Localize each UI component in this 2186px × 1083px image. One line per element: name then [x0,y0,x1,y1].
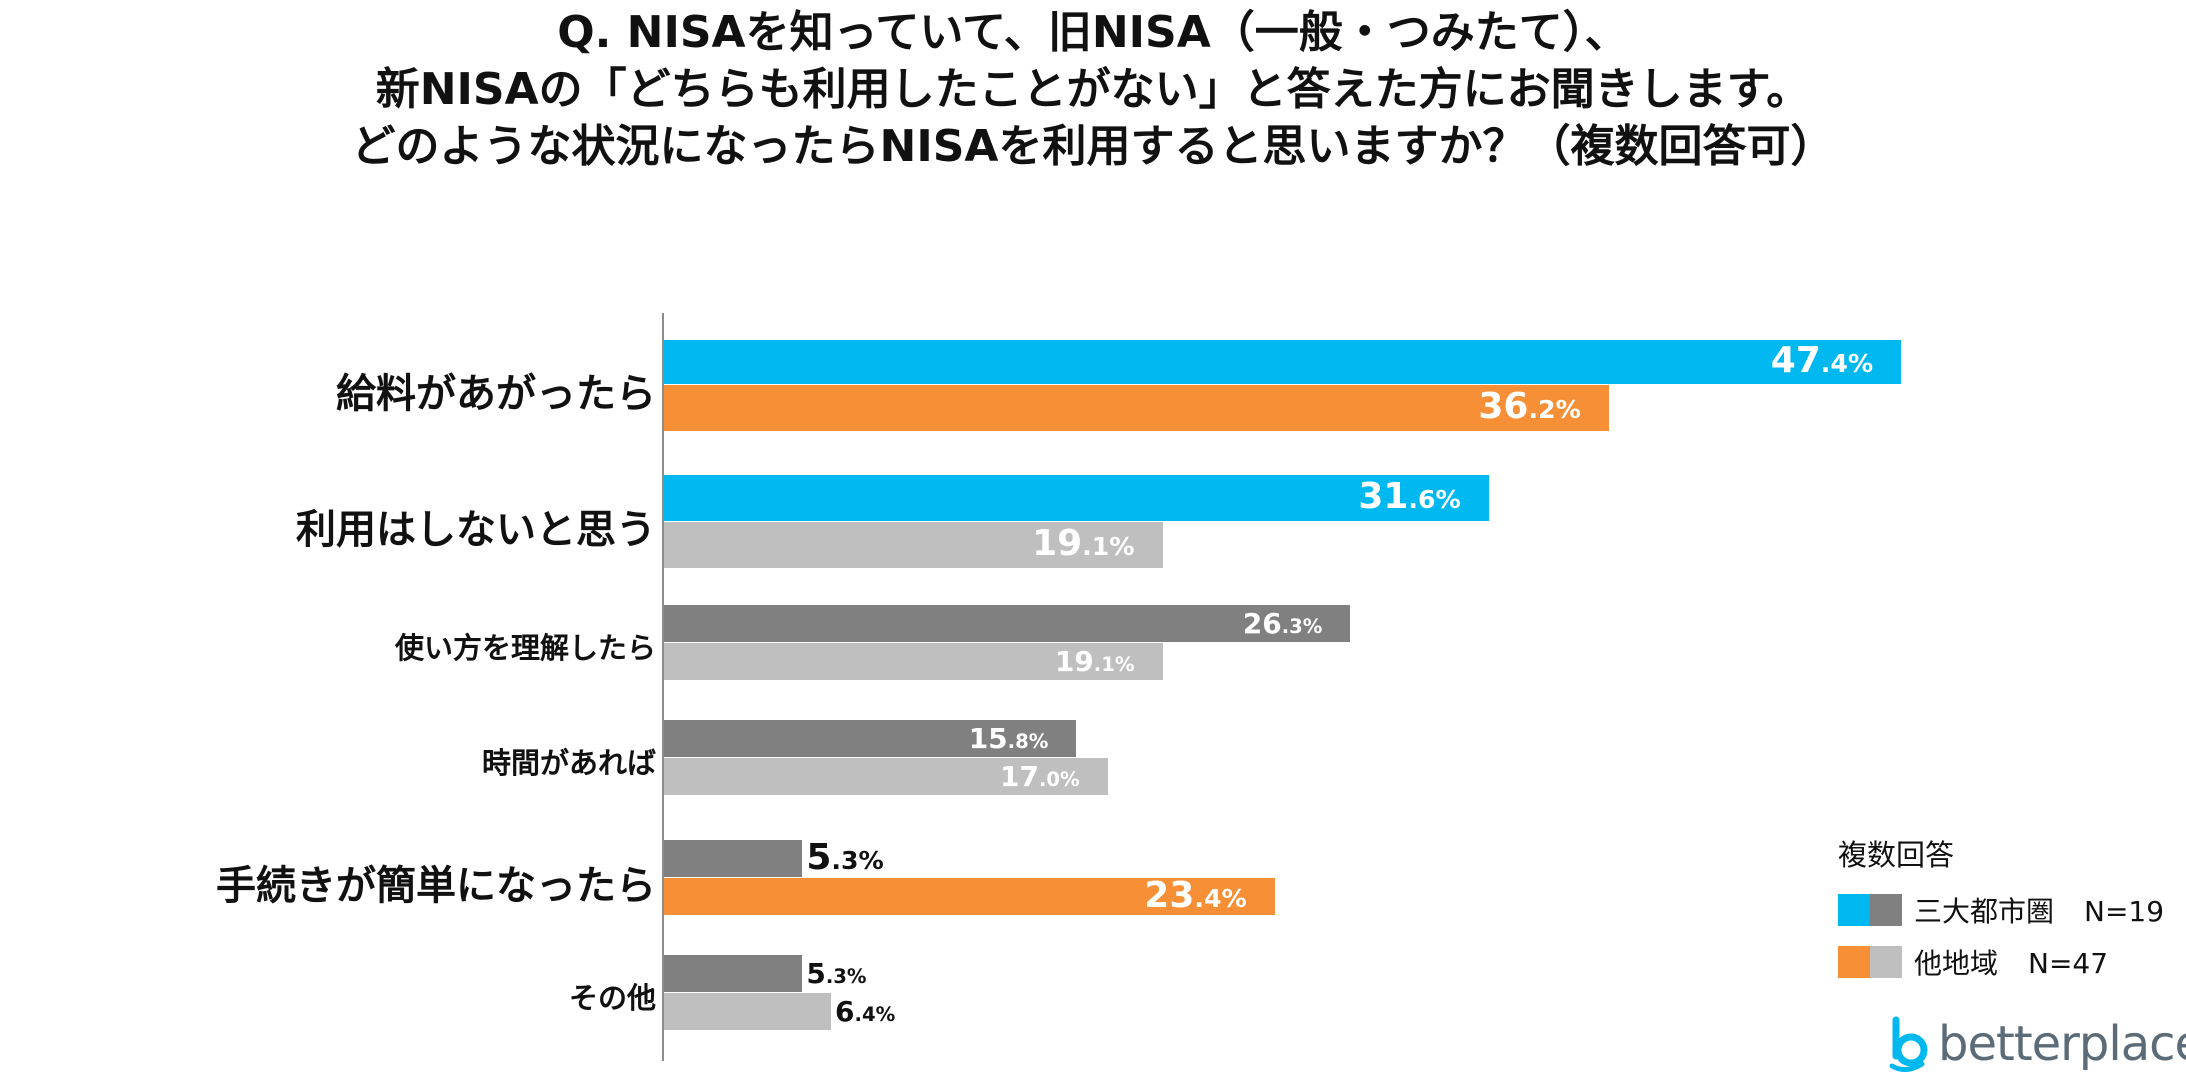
legend-entry-metro: 三大都市圏 N=19 [1838,894,2165,928]
legend-title: 複数回答 [1838,838,1955,872]
category-label: 手続きが簡単になったら [216,862,656,909]
category-label: 時間があれば [481,745,656,780]
bar [664,385,1609,431]
data-label: 5.3% [806,956,867,990]
data-label: 17.0% [1000,759,1080,793]
bar [664,955,803,992]
data-label: 36.2% [1478,386,1581,428]
bar [664,605,1351,642]
betterplace-b-icon [1889,1016,1928,1072]
category-label: 給料があがったら [336,370,656,417]
legend-label-other: 他地域 [1914,947,1999,980]
data-label: 19.1% [1032,523,1135,565]
bar [664,475,1489,521]
logo-text: betterplace [1938,1016,2186,1072]
legend: 複数回答 三大都市圏 N=19 他地域 N=47 [1838,832,2164,998]
category-label: その他 [568,980,656,1015]
bar [664,993,832,1030]
legend-swatch-other-highlight [1838,946,1870,978]
legend-n-other: N=47 [2028,947,2109,980]
category-label: 使い方を理解したら [394,630,656,665]
legend-entry-other: 他地域 N=47 [1838,946,2164,980]
chart-title: Q. NISAを知っていて、旧NISA（一般・つみたて）、 新NISAの「どちら… [0,4,2186,175]
legend-swatch-other [1870,946,1902,978]
data-label: 15.8% [968,721,1049,755]
data-label: 19.1% [1054,644,1135,678]
bar [664,720,1077,757]
data-label: 6.4% [835,994,896,1028]
data-label: 23.4% [1144,874,1247,916]
title-line-1: Q. NISAを知っていて、旧NISA（一般・つみたて）、 [557,7,1629,58]
legend-swatch-metro [1870,894,1902,926]
category-axis-line [662,313,664,1061]
legend-swatch-metro-highlight [1838,894,1870,926]
betterplace-logo: betterplace [1886,1016,2186,1072]
bar [664,340,1902,384]
data-label: 47.4% [1770,340,1874,382]
bar [664,878,1275,915]
bar [664,758,1108,795]
bar [664,643,1163,680]
legend-n-metro: N=19 [2084,895,2165,928]
data-label: 26.3% [1242,606,1323,640]
data-label: 5.3% [806,836,884,878]
legend-label-metro: 三大都市圏 [1914,895,2055,928]
category-label: 利用はしないと思う [296,506,656,553]
title-line-3: どのような状況になったらNISAを利用すると思いますか？（複数回答可） [351,121,1835,172]
bar [664,522,1163,568]
title-line-2: 新NISAの「どちらも利用したことがない」と答えた方にお聞きします。 [375,64,1811,115]
bar [664,840,803,877]
data-label: 31.6% [1358,476,1461,518]
